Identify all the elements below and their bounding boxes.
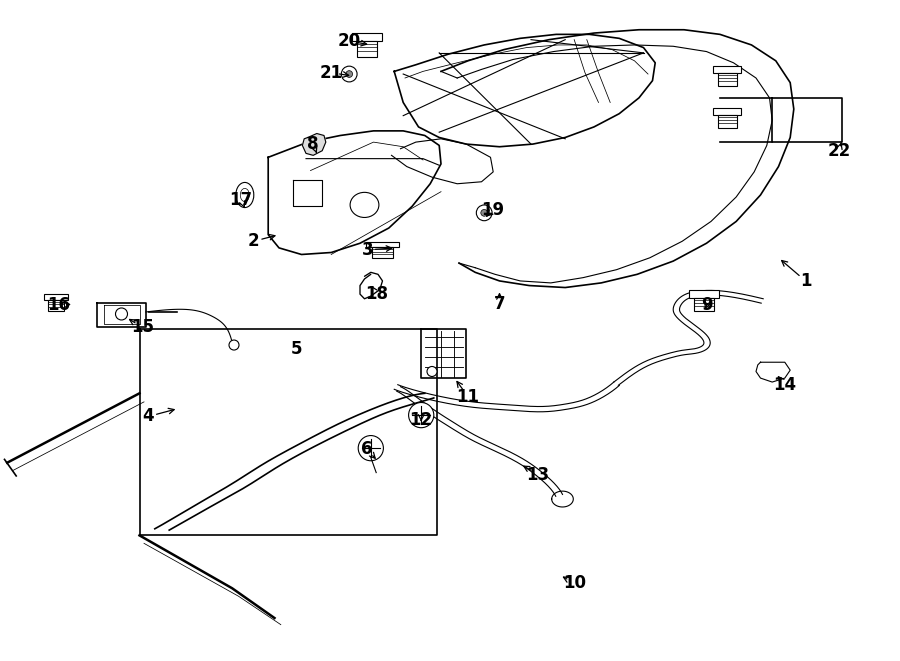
Circle shape (427, 366, 437, 377)
Bar (366, 242, 399, 247)
Text: 10: 10 (562, 574, 586, 592)
Circle shape (481, 210, 488, 216)
Text: 5: 5 (292, 340, 302, 358)
Ellipse shape (350, 192, 379, 217)
Text: 1: 1 (800, 272, 811, 290)
Text: 8: 8 (308, 135, 319, 153)
Polygon shape (268, 131, 441, 254)
Bar (357, 42, 377, 56)
Bar (48, 300, 64, 311)
Ellipse shape (240, 188, 249, 202)
Bar (718, 73, 736, 86)
Text: 21: 21 (320, 63, 343, 82)
Text: 14: 14 (773, 375, 796, 394)
Text: 9: 9 (701, 296, 712, 315)
Bar (44, 295, 68, 300)
Circle shape (358, 436, 383, 461)
Bar (372, 247, 393, 258)
Bar (352, 33, 382, 42)
Text: 22: 22 (827, 141, 850, 160)
Text: 13: 13 (526, 465, 550, 484)
Polygon shape (302, 134, 326, 155)
Text: 15: 15 (130, 318, 154, 336)
Text: 17: 17 (230, 190, 253, 209)
Text: 3: 3 (362, 241, 373, 259)
Circle shape (341, 66, 357, 82)
Circle shape (346, 71, 353, 77)
Bar (713, 108, 742, 115)
Ellipse shape (236, 182, 254, 208)
Text: 2: 2 (248, 232, 259, 251)
Circle shape (409, 403, 434, 428)
Text: 19: 19 (482, 201, 505, 219)
Polygon shape (392, 139, 493, 184)
Circle shape (476, 205, 492, 221)
Text: 20: 20 (338, 32, 361, 50)
Text: 11: 11 (456, 387, 480, 406)
Text: 7: 7 (494, 295, 505, 313)
Text: 6: 6 (362, 440, 373, 459)
Text: 4: 4 (143, 407, 154, 426)
Circle shape (115, 308, 128, 320)
Text: 18: 18 (364, 285, 388, 303)
Text: 16: 16 (47, 296, 70, 315)
Bar (688, 290, 719, 297)
Polygon shape (394, 34, 655, 147)
Polygon shape (756, 362, 790, 382)
Circle shape (229, 340, 239, 350)
Text: 12: 12 (410, 410, 433, 429)
Bar (713, 66, 742, 73)
Bar (718, 115, 736, 128)
Bar (694, 297, 714, 311)
